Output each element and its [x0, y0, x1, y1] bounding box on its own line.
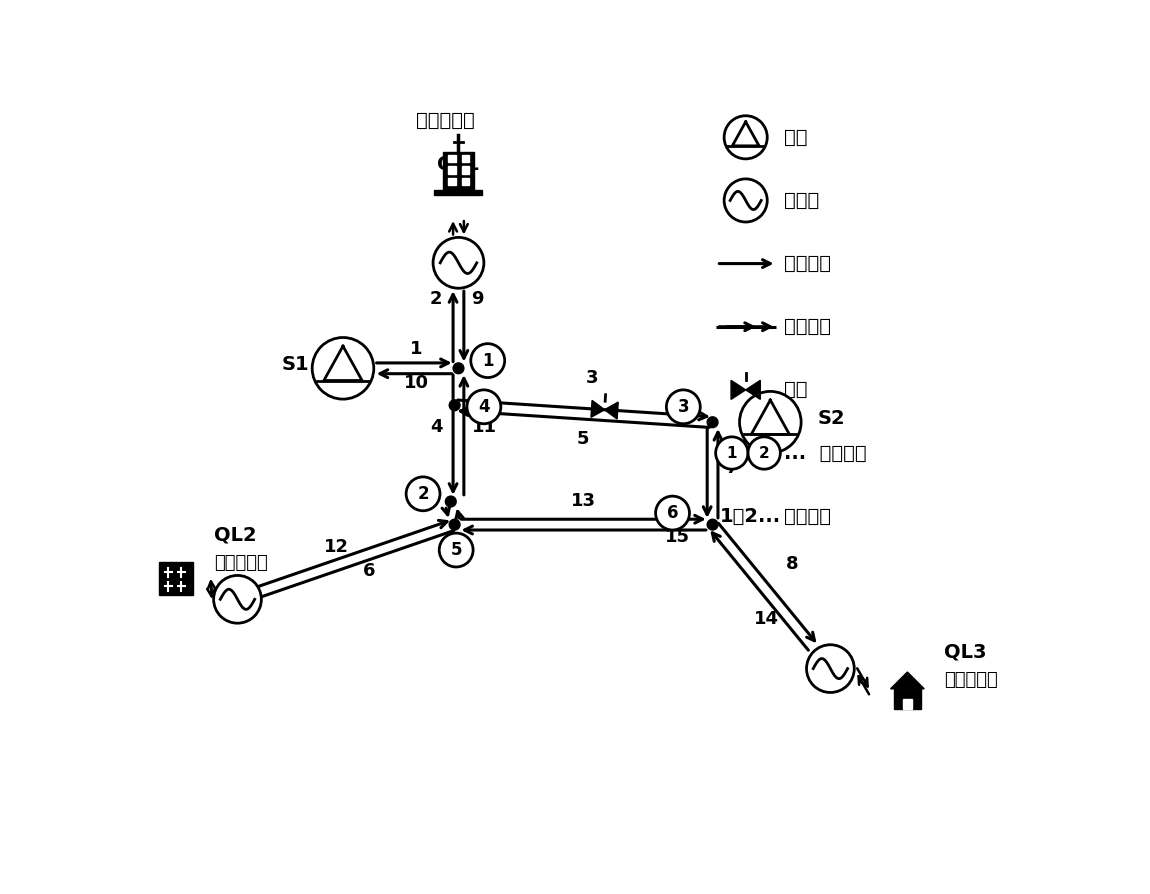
- Circle shape: [434, 238, 484, 288]
- Bar: [462, 166, 469, 173]
- Text: 11: 11: [472, 417, 497, 436]
- Text: 商业热负荷: 商业热负荷: [416, 112, 475, 131]
- Circle shape: [724, 115, 767, 159]
- Circle shape: [715, 437, 748, 469]
- Circle shape: [450, 519, 460, 530]
- Bar: [448, 178, 455, 185]
- Text: 15: 15: [666, 527, 690, 545]
- Circle shape: [707, 519, 718, 530]
- Text: 3: 3: [586, 369, 598, 387]
- Text: 办公热负荷: 办公热负荷: [214, 554, 268, 572]
- Text: S2: S2: [818, 409, 845, 428]
- Text: 8: 8: [785, 555, 798, 573]
- Text: 2: 2: [759, 445, 769, 460]
- Text: 5: 5: [451, 541, 462, 559]
- Polygon shape: [605, 402, 619, 419]
- Text: 3: 3: [677, 398, 689, 416]
- Circle shape: [214, 576, 261, 623]
- Bar: [448, 156, 455, 163]
- Bar: [462, 178, 469, 185]
- Text: 13: 13: [572, 492, 596, 510]
- Text: 9: 9: [472, 290, 484, 308]
- Text: 4: 4: [430, 417, 443, 436]
- Circle shape: [724, 179, 767, 222]
- Bar: [462, 156, 469, 163]
- Bar: [448, 166, 455, 173]
- Text: 回水管道: 回水管道: [784, 317, 831, 336]
- Text: 4: 4: [478, 398, 490, 416]
- Circle shape: [445, 496, 457, 507]
- Bar: [894, 689, 921, 709]
- Text: 2: 2: [417, 485, 429, 502]
- Text: 1: 1: [727, 445, 737, 460]
- Text: 1: 1: [409, 340, 422, 358]
- Text: 住宅热负荷: 住宅热负荷: [944, 671, 998, 689]
- Text: 6: 6: [363, 562, 375, 580]
- Polygon shape: [890, 672, 925, 689]
- Text: 12: 12: [323, 538, 348, 556]
- Text: 1: 1: [482, 351, 493, 369]
- Bar: [159, 561, 193, 595]
- Text: 阀门: 阀门: [784, 380, 807, 400]
- Polygon shape: [731, 380, 745, 400]
- Text: 供水管道: 供水管道: [784, 254, 831, 273]
- Text: 5: 5: [576, 430, 589, 448]
- Circle shape: [406, 477, 440, 510]
- Text: 2: 2: [430, 290, 443, 308]
- Circle shape: [748, 437, 781, 469]
- Bar: [435, 190, 483, 195]
- Circle shape: [312, 338, 374, 399]
- Circle shape: [666, 390, 700, 424]
- Text: ...  节点编号: ... 节点编号: [784, 443, 867, 462]
- Bar: [443, 152, 474, 190]
- Circle shape: [707, 417, 718, 427]
- Circle shape: [806, 645, 854, 693]
- Text: 14: 14: [754, 610, 780, 628]
- Text: 6: 6: [667, 504, 678, 522]
- Text: 管段编号: 管段编号: [784, 507, 831, 526]
- Text: S1: S1: [282, 355, 309, 374]
- Text: 10: 10: [404, 374, 429, 392]
- Text: QL1: QL1: [437, 155, 480, 173]
- Text: 7: 7: [726, 460, 738, 477]
- Text: QL3: QL3: [944, 642, 987, 662]
- Text: 热源: 热源: [784, 128, 807, 147]
- Circle shape: [453, 363, 463, 374]
- Circle shape: [439, 533, 473, 567]
- Circle shape: [467, 390, 500, 424]
- Circle shape: [656, 496, 690, 530]
- Text: 换热器: 换热器: [784, 191, 820, 210]
- Text: QL2: QL2: [214, 526, 256, 545]
- Polygon shape: [745, 380, 760, 400]
- Text: 1、2...: 1、2...: [720, 507, 781, 526]
- Circle shape: [450, 400, 460, 410]
- Circle shape: [739, 392, 802, 453]
- Bar: [903, 698, 912, 709]
- Polygon shape: [591, 401, 605, 417]
- Circle shape: [470, 343, 505, 377]
